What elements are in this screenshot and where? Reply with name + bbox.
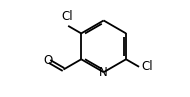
Text: O: O: [43, 54, 52, 67]
Text: Cl: Cl: [142, 60, 153, 73]
Text: N: N: [99, 66, 108, 79]
Text: Cl: Cl: [62, 10, 73, 23]
